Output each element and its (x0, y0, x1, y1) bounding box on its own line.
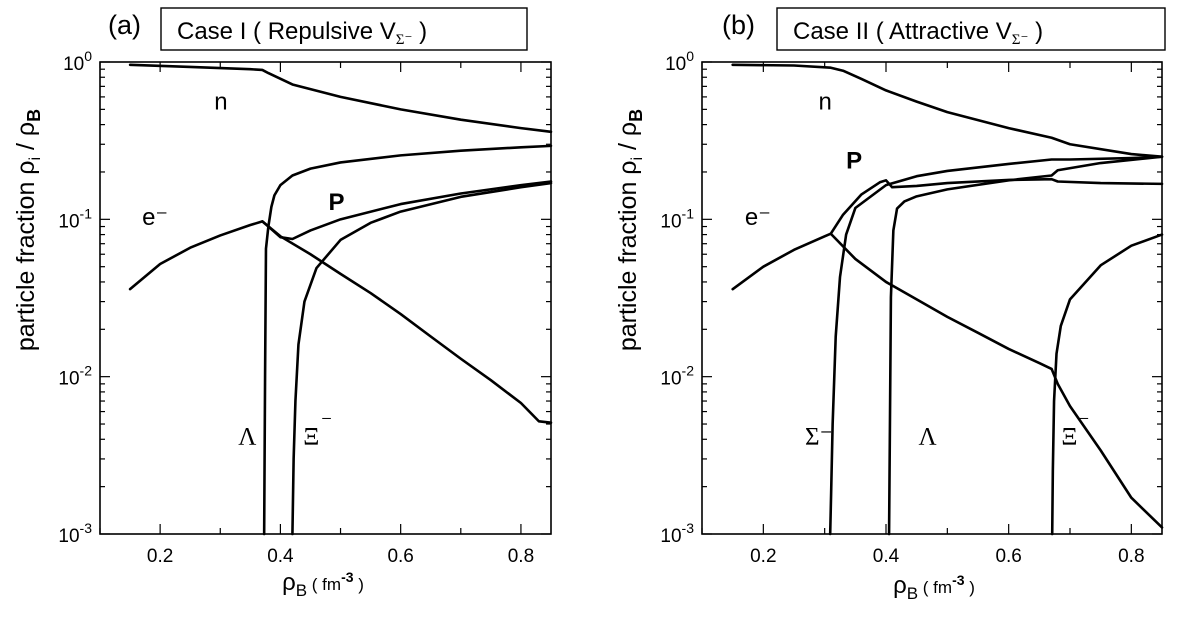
curve-label: ⁻ (321, 410, 333, 435)
x-tick-label: 0.6 (995, 546, 1021, 567)
curve-label: Λ (238, 424, 256, 451)
x-tick-label: 0.8 (1118, 546, 1144, 567)
curve-label: ⁻ (1078, 410, 1090, 435)
panel-label: (a) (108, 10, 141, 40)
series--3 (262, 144, 553, 536)
y-axis-label: particle fraction ρi / ρB (12, 109, 44, 351)
curve-label: Λ (919, 424, 937, 451)
x-tick-label: 0.8 (508, 546, 534, 567)
curve-label: Ξ (1061, 424, 1077, 451)
y-tick-label: 100 (63, 48, 92, 75)
series-n-0 (128, 63, 553, 134)
y-tick-label: 10-2 (660, 363, 694, 390)
title-box (776, 7, 1166, 51)
x-tick-label: 0.2 (750, 546, 776, 567)
series--4 (291, 181, 553, 536)
series-p-1 (731, 177, 1164, 291)
y-tick-label: 10-3 (660, 520, 694, 547)
panel-a: 0.2 0.4 0.6 0.8 100 10-1 10-2 10-3 n Pe⁻ Λ Ξ⁻ (a) Cas… (12, 7, 553, 600)
curve-label: P (329, 189, 345, 216)
plot-frame (701, 61, 1163, 535)
panel-label: (b) (722, 10, 755, 40)
x-tick-label: 0.4 (873, 546, 900, 567)
curve-label: e⁻ (142, 204, 168, 231)
panel-b: 0.2 0.4 0.6 0.8 100 10-1 10-2 10-3 n Pe⁻ Σ⁻ Λ Ξ⁻ (b) C… (614, 7, 1166, 603)
y-axis-label: particle fraction ρi / ρB (614, 109, 646, 351)
x-tick-label: 0.6 (387, 546, 413, 567)
series-n-0 (731, 63, 1164, 159)
x-tick-label: 0.4 (267, 546, 294, 567)
curve-label: Σ⁻ (805, 424, 833, 451)
y-tick-label: 10-2 (58, 363, 92, 390)
y-tick-label: 100 (665, 48, 694, 75)
x-axis-label: ρB ( fm-3 ) (282, 569, 364, 600)
x-axis-label: ρB ( fm-3 ) (893, 572, 975, 603)
series-e-2 (829, 232, 1164, 529)
series--4 (887, 155, 1164, 536)
title-box (160, 7, 528, 51)
x-tick-label: 0.2 (147, 546, 173, 567)
series-e-2 (261, 220, 553, 424)
y-tick-label: 10-3 (58, 520, 92, 547)
curve-label: P (846, 148, 862, 175)
series--3 (828, 155, 1164, 536)
y-tick-label: 10-1 (660, 205, 694, 232)
y-tick-label: 10-1 (58, 205, 92, 232)
series--5 (1050, 233, 1164, 536)
curve-label: n (214, 88, 227, 115)
curve-label: n (819, 88, 832, 115)
plot-frame (99, 61, 552, 535)
curve-label: e⁻ (745, 204, 771, 231)
chart-title: Case II ( Attractive VΣ⁻ ) (793, 18, 1043, 48)
curve-label: Ξ (303, 424, 319, 451)
chart-title: Case I ( Repulsive VΣ⁻ ) (177, 18, 427, 48)
